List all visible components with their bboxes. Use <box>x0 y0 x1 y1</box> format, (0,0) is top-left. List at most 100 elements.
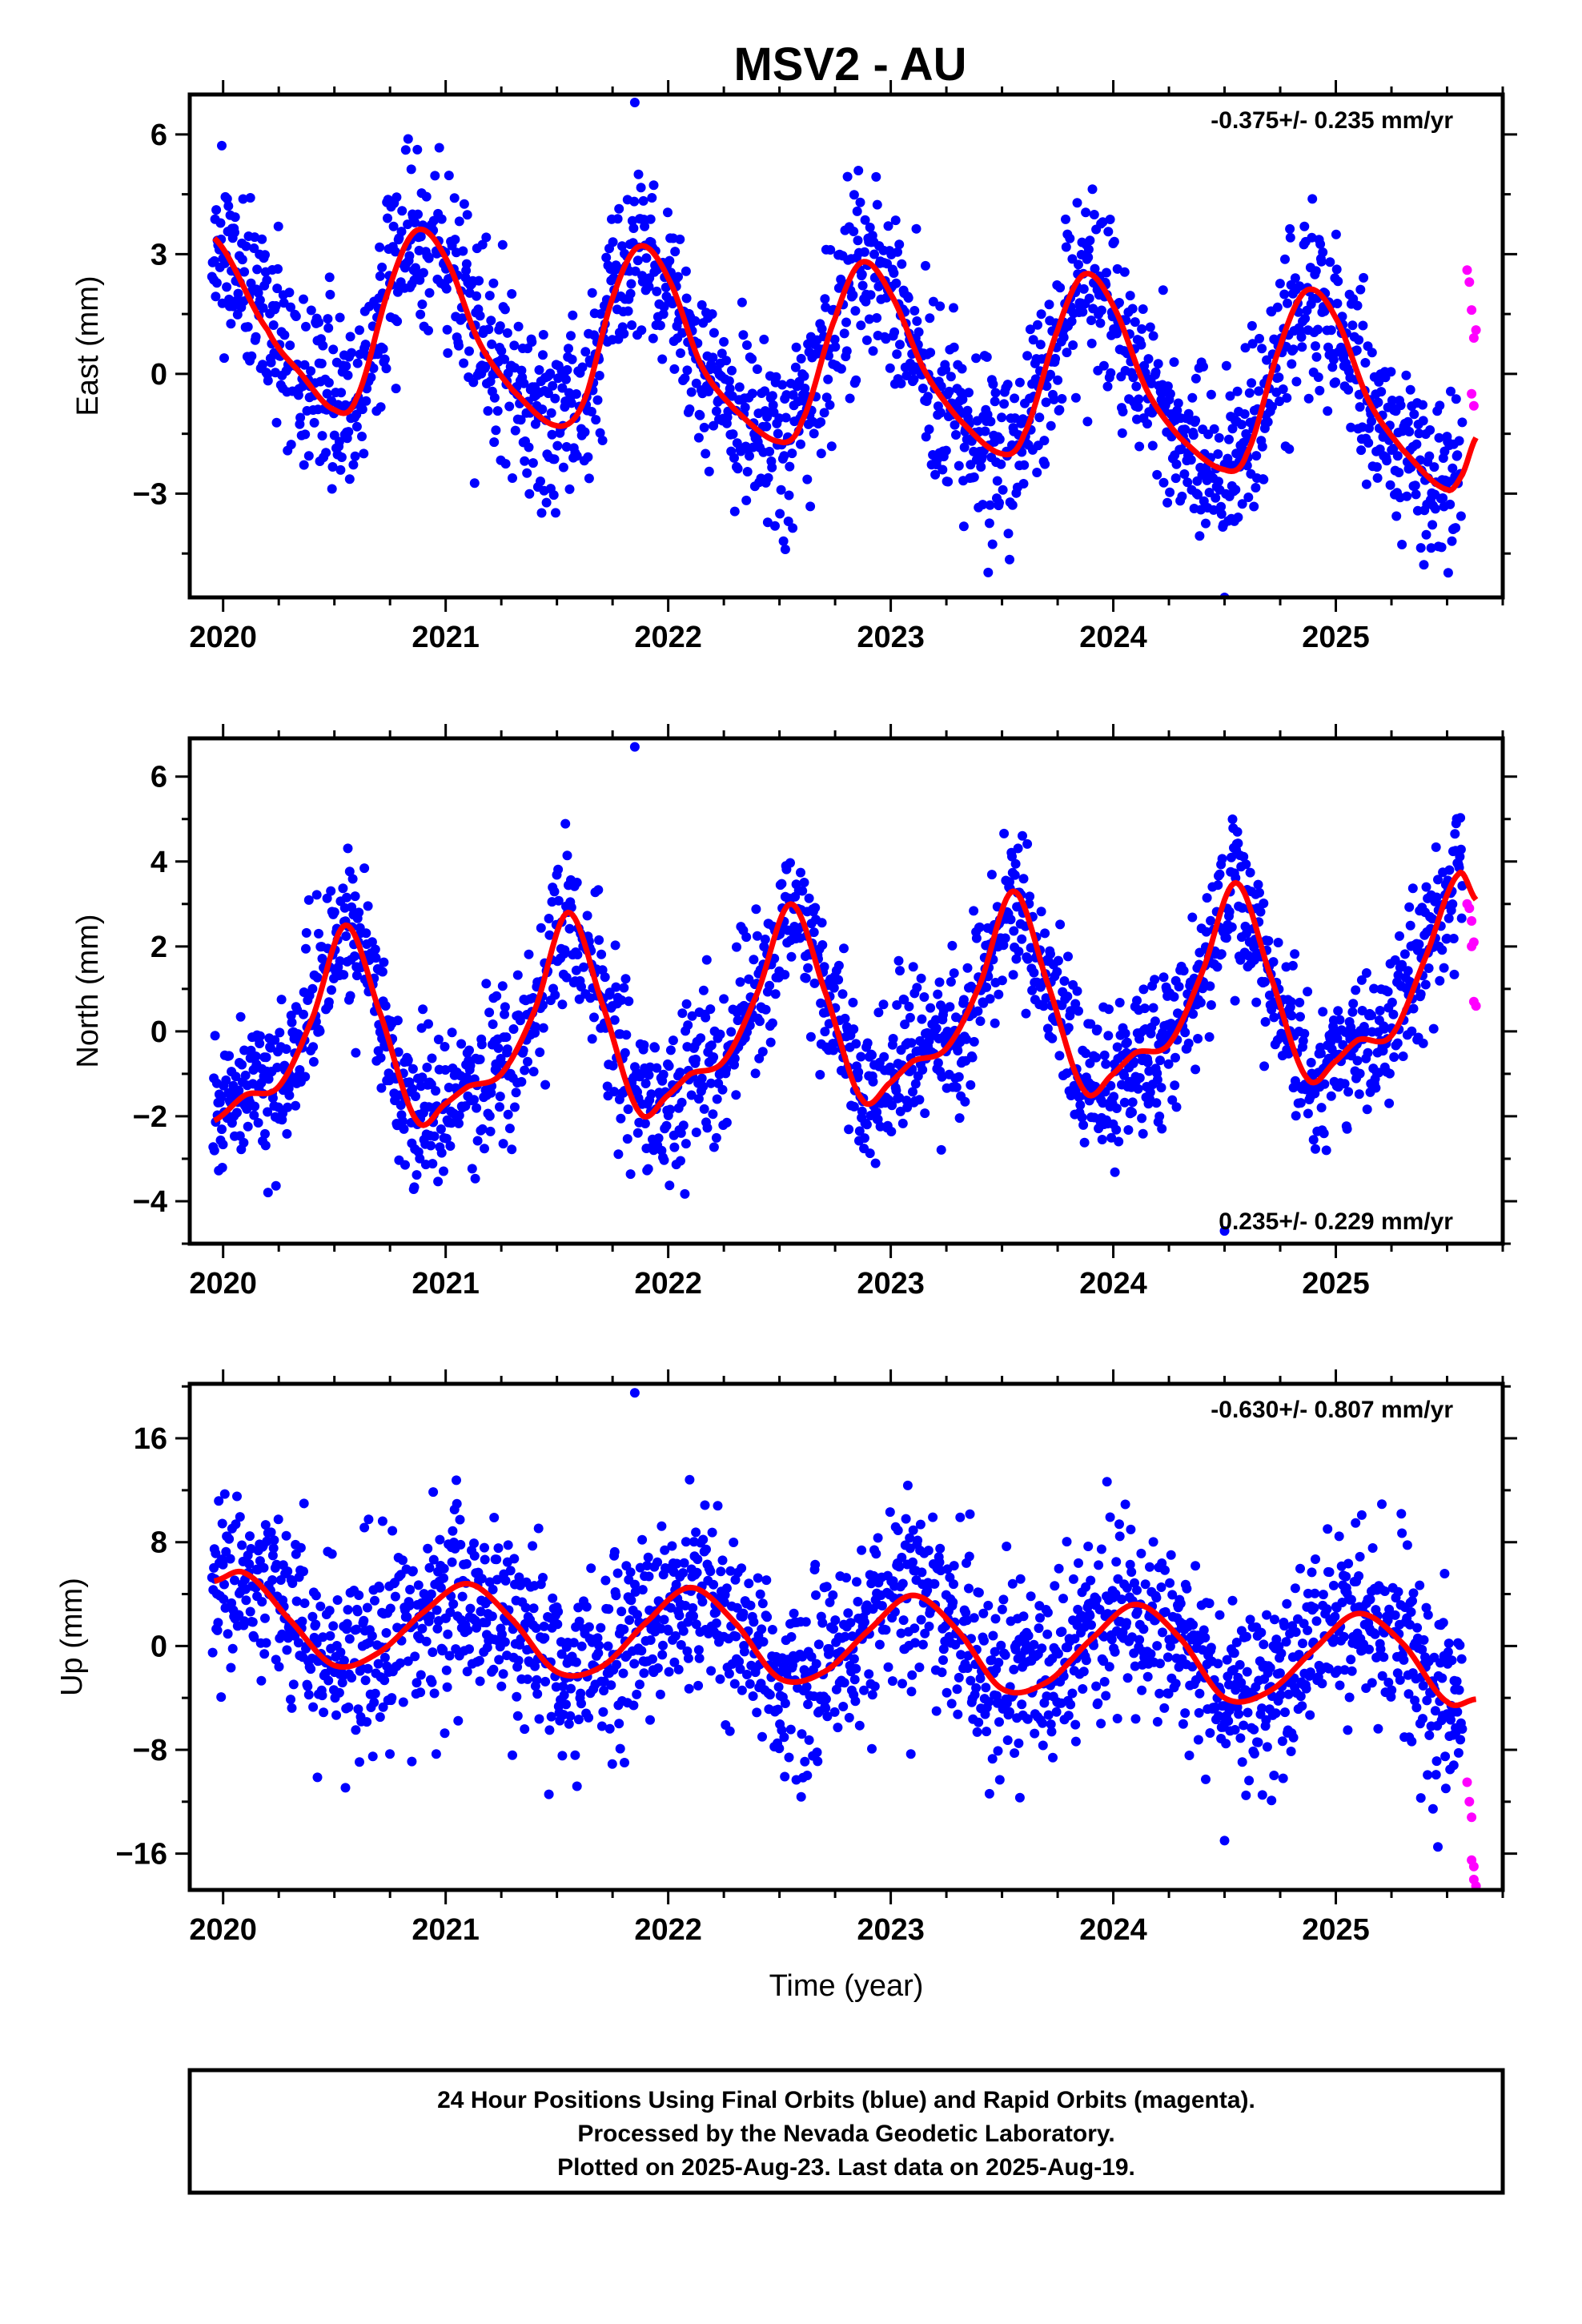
final-point <box>536 508 547 518</box>
final-point <box>1027 985 1038 995</box>
rapid-point <box>1464 277 1475 287</box>
final-point <box>295 1542 306 1553</box>
final-point <box>1025 891 1035 902</box>
final-point <box>1267 1004 1277 1015</box>
final-point <box>673 271 683 282</box>
final-point <box>868 346 878 356</box>
final-point <box>392 1015 403 1026</box>
final-point <box>778 536 789 546</box>
final-point <box>658 309 669 320</box>
final-point <box>318 1632 328 1642</box>
final-point <box>436 1124 446 1134</box>
final-point <box>781 412 791 423</box>
final-point <box>1123 1125 1134 1135</box>
final-point <box>1239 409 1250 419</box>
final-point <box>860 215 870 225</box>
final-point <box>717 348 727 359</box>
final-point <box>757 1731 767 1742</box>
final-point <box>392 316 403 327</box>
final-point <box>915 1519 926 1530</box>
final-point <box>1078 1120 1089 1130</box>
final-point <box>341 361 351 372</box>
final-point <box>1046 420 1056 431</box>
final-point <box>561 374 571 384</box>
final-point <box>345 991 355 1001</box>
final-point <box>241 1595 251 1606</box>
final-point <box>1267 401 1277 412</box>
final-point <box>1086 316 1096 325</box>
final-point <box>480 1542 489 1553</box>
final-point <box>537 404 548 415</box>
final-point <box>323 323 334 333</box>
final-point <box>252 264 263 275</box>
final-point <box>258 360 267 370</box>
final-point <box>552 440 563 451</box>
final-point <box>262 1536 272 1546</box>
final-point <box>1169 991 1179 1002</box>
final-point <box>218 1559 228 1570</box>
final-point <box>685 404 695 414</box>
final-point <box>544 914 554 923</box>
final-point <box>580 427 590 437</box>
final-point <box>328 344 339 355</box>
final-point <box>1355 284 1366 295</box>
final-point <box>284 287 295 298</box>
final-point <box>299 1566 308 1577</box>
final-point <box>806 1651 817 1662</box>
final-point <box>271 1180 281 1191</box>
final-point <box>342 1618 352 1629</box>
final-point <box>1367 1010 1376 1020</box>
final-point <box>817 324 827 334</box>
final-point <box>693 1680 704 1691</box>
final-point <box>379 1675 390 1686</box>
final-point <box>765 980 775 991</box>
final-point <box>907 1670 917 1680</box>
final-point <box>363 901 373 911</box>
final-point <box>660 1545 670 1555</box>
final-point <box>1387 396 1397 405</box>
final-point <box>1255 887 1264 898</box>
final-point <box>510 425 520 436</box>
final-point <box>1369 983 1379 994</box>
final-point <box>1275 279 1285 289</box>
final-point <box>267 1550 278 1561</box>
final-point <box>297 1616 307 1626</box>
final-point <box>752 1707 762 1718</box>
final-point <box>286 302 295 312</box>
final-point <box>946 1699 957 1709</box>
final-point <box>357 404 367 415</box>
final-point <box>708 1109 718 1120</box>
final-point <box>1296 332 1307 342</box>
final-point <box>359 863 370 874</box>
final-point <box>373 1659 383 1669</box>
final-point <box>640 1119 650 1128</box>
final-point <box>857 269 867 279</box>
final-point <box>1452 450 1463 460</box>
final-point <box>1332 299 1343 308</box>
final-point <box>418 267 428 278</box>
final-point <box>889 268 899 278</box>
final-point <box>360 1675 371 1686</box>
final-point <box>1055 919 1066 930</box>
final-point <box>906 1038 917 1048</box>
final-point <box>500 1009 510 1019</box>
final-point <box>592 1633 603 1643</box>
final-point <box>1451 523 1461 533</box>
final-point <box>350 451 360 461</box>
final-point <box>664 1667 674 1677</box>
final-point <box>1444 865 1455 875</box>
final-point <box>962 405 973 416</box>
final-point <box>462 210 472 220</box>
final-point <box>1142 1057 1153 1068</box>
final-point <box>1315 239 1326 249</box>
final-point <box>1295 1011 1305 1022</box>
final-point <box>721 1583 732 1594</box>
final-point <box>695 410 705 420</box>
final-point <box>1152 469 1162 480</box>
final-point <box>1174 982 1184 991</box>
y-axis-label: North (mm) <box>71 914 105 1068</box>
final-point <box>619 1624 629 1634</box>
final-point <box>489 392 500 403</box>
final-point <box>300 429 311 440</box>
